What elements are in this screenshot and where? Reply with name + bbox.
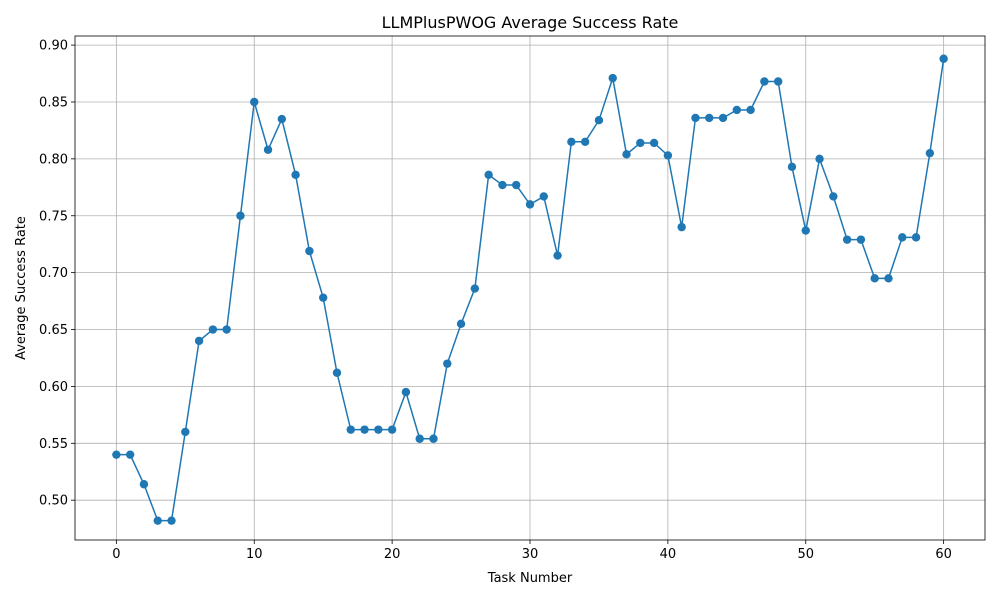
y-axis-label: Average Success Rate xyxy=(14,216,29,360)
data-point xyxy=(387,425,397,434)
y-tick-label: 0.80 xyxy=(39,152,68,167)
data-point xyxy=(608,73,617,83)
x-tick-label: 60 xyxy=(935,547,952,562)
data-point xyxy=(815,154,824,164)
data-point xyxy=(250,97,259,107)
data-point xyxy=(374,425,383,434)
data-point xyxy=(525,200,535,209)
data-point xyxy=(636,138,645,148)
data-point xyxy=(856,235,866,244)
data-point xyxy=(112,450,121,459)
data-point xyxy=(829,192,838,201)
data-point xyxy=(360,425,369,434)
y-tick-label: 0.60 xyxy=(39,380,68,395)
data-point xyxy=(718,113,728,123)
data-point xyxy=(277,114,287,124)
y-tick-label: 0.85 xyxy=(39,95,68,110)
data-point xyxy=(773,77,783,86)
data-point xyxy=(594,115,604,125)
data-point xyxy=(236,211,245,220)
plot-frame xyxy=(74,35,986,541)
data-point xyxy=(222,325,231,334)
data-point xyxy=(842,235,852,244)
data-point xyxy=(484,170,493,179)
data-point xyxy=(580,137,590,147)
data-point xyxy=(663,151,673,160)
data-point xyxy=(925,148,935,158)
data-point xyxy=(208,325,218,334)
x-tick-label: 0 xyxy=(112,547,120,562)
data-point xyxy=(470,284,480,293)
x-tick-label: 40 xyxy=(660,547,677,562)
data-point xyxy=(139,480,149,489)
chart-title: LLMPlusPWOG Average Success Rate xyxy=(382,13,679,32)
data-point xyxy=(305,246,314,256)
series-markers xyxy=(112,54,948,525)
data-point xyxy=(332,368,342,377)
axis-ticks: 0 10 20 30 40 50 60 0.50 0.55 0.60 0.65 0.70 0.75 0.8… xyxy=(39,39,952,562)
data-point xyxy=(732,105,742,115)
data-point xyxy=(512,180,521,190)
y-tick-label: 0.55 xyxy=(39,437,68,452)
x-tick-label: 30 xyxy=(522,547,539,562)
data-point xyxy=(911,233,921,242)
x-axis-label: Task Number xyxy=(487,571,573,586)
x-tick-label: 10 xyxy=(246,547,263,562)
data-point xyxy=(443,359,452,368)
data-point xyxy=(870,274,879,283)
x-tick-label: 20 xyxy=(384,547,401,562)
y-tick-label: 0.65 xyxy=(39,323,68,338)
data-point xyxy=(622,150,631,159)
data-point xyxy=(801,226,810,235)
data-point xyxy=(884,274,893,283)
data-point xyxy=(567,137,576,147)
data-point xyxy=(318,293,328,302)
data-point xyxy=(263,145,273,154)
data-point xyxy=(181,427,190,437)
data-point xyxy=(167,516,176,525)
y-tick-label: 0.75 xyxy=(39,209,68,224)
data-point xyxy=(553,251,562,260)
data-point xyxy=(705,113,714,123)
data-point xyxy=(429,434,438,443)
data-point xyxy=(677,222,686,232)
y-tick-label: 0.90 xyxy=(39,39,68,54)
data-point xyxy=(415,434,424,443)
grid-lines xyxy=(75,36,985,540)
data-point xyxy=(691,113,700,123)
data-point xyxy=(401,387,411,397)
data-point xyxy=(346,425,355,434)
y-tick-label: 0.50 xyxy=(39,494,68,509)
data-point xyxy=(153,516,162,525)
data-point xyxy=(125,450,135,459)
data-point xyxy=(649,138,659,148)
x-tick-label: 50 xyxy=(797,547,814,562)
data-point xyxy=(498,180,507,190)
data-point xyxy=(291,170,300,179)
data-point xyxy=(760,77,769,86)
data-point xyxy=(194,336,204,346)
data-point xyxy=(898,233,907,242)
y-tick-label: 0.70 xyxy=(39,266,68,281)
data-point xyxy=(746,105,755,115)
data-point xyxy=(539,192,548,201)
data-point xyxy=(456,319,466,329)
data-point xyxy=(787,162,797,172)
data-point xyxy=(939,54,948,63)
